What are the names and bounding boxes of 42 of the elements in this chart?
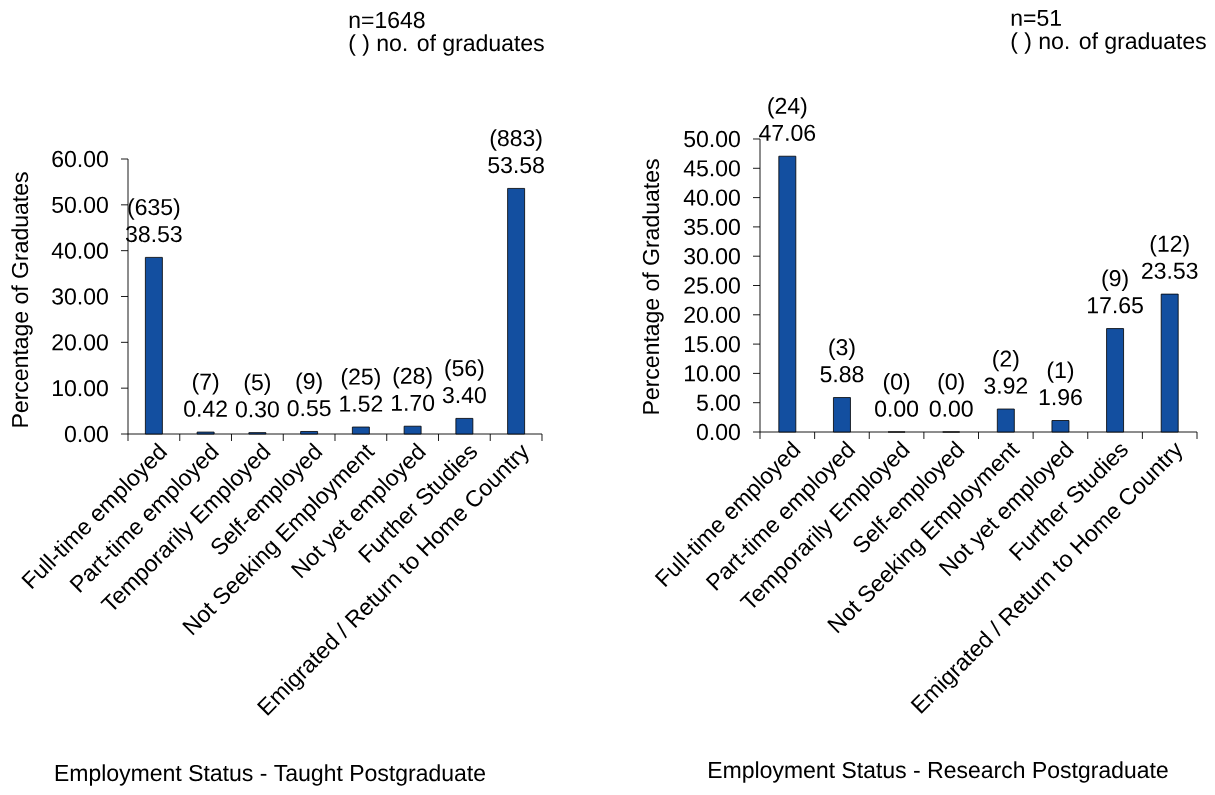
y-tick-label: 35.00 bbox=[684, 218, 740, 236]
x-axis-title: Employment Status - Research Postgraduate bbox=[709, 761, 1168, 783]
y-tick-label: 15.00 bbox=[685, 335, 740, 353]
data-label: (635) 38.53 bbox=[125, 198, 182, 243]
y-tick-label: 40.00 bbox=[51, 242, 108, 259]
data-label: (9) 17.65 bbox=[1088, 269, 1143, 314]
y-tick-label: 25.00 bbox=[684, 277, 740, 294]
text: ( ) no. of graduates bbox=[1011, 32, 1206, 54]
y-tick-label: 50.00 bbox=[52, 196, 108, 213]
data-label: (24) 47.06 bbox=[759, 97, 816, 142]
y-axis-title: Percentage of Graduates bbox=[11, 172, 33, 427]
y-tick-label: 30.00 bbox=[684, 248, 740, 265]
x-axis-title: Employment Status - Taught Postgraduate bbox=[55, 764, 485, 786]
y-tick-label: 10.00 bbox=[53, 380, 108, 397]
y-tick-label: 30.00 bbox=[52, 288, 108, 305]
data-label: (12) 23.53 bbox=[1142, 235, 1198, 279]
data-label: (7) 0.42 bbox=[184, 372, 227, 417]
y-tick-label: 50.00 bbox=[684, 130, 740, 148]
y-axis-title: Percentage of Graduates bbox=[642, 159, 664, 414]
y-tick-label: 20.00 bbox=[684, 306, 740, 323]
y-tick-label: 60.00 bbox=[52, 150, 108, 168]
text: n=1648 bbox=[349, 11, 425, 29]
y-tick-label: 45.00 bbox=[683, 160, 740, 177]
data-label: (56) 3.40 bbox=[442, 359, 486, 404]
y-tick-label: 5.00 bbox=[696, 394, 740, 411]
data-label: (3) 5.88 bbox=[820, 338, 864, 383]
y-tick-label: 0.00 bbox=[696, 423, 740, 441]
y-tick-label: 40.00 bbox=[683, 189, 740, 206]
text: ( ) no. of graduates bbox=[349, 34, 544, 56]
data-label: (5) 0.30 bbox=[235, 373, 279, 418]
data-label: (883) 53.58 bbox=[488, 129, 544, 174]
data-label: (9) 0.55 bbox=[287, 372, 331, 417]
data-label: (25) 1.52 bbox=[340, 367, 383, 412]
data-label: (0) 0.00 bbox=[929, 372, 973, 417]
y-tick-label: 10.00 bbox=[685, 365, 740, 382]
y-tick-label: 0.00 bbox=[64, 425, 108, 443]
data-label: (0) 0.00 bbox=[875, 372, 919, 417]
text: n=51 bbox=[1011, 9, 1061, 27]
data-label: (2) 3.92 bbox=[984, 349, 1028, 394]
y-tick-label: 20.00 bbox=[52, 334, 108, 351]
data-label: (1) 1.96 bbox=[1039, 361, 1082, 406]
data-label: (28) 1.70 bbox=[391, 367, 435, 411]
